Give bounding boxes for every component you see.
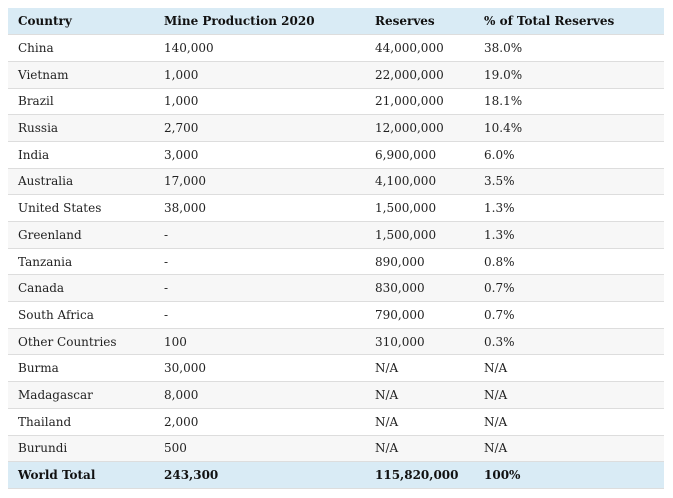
production-cell: - [154, 274, 365, 303]
production-cell: 38,000 [154, 194, 365, 222]
header-production: Mine Production 2020 [154, 8, 365, 36]
reserves-cell: 22,000,000 [365, 61, 474, 89]
percent-cell: 1.3% [474, 194, 664, 222]
table-row: Burundi 500 N/A N/A [8, 435, 664, 463]
percent-cell: 18.1% [474, 88, 664, 116]
percent-cell: 1.3% [474, 221, 664, 249]
percent-cell: 19.0% [474, 61, 664, 89]
production-cell: - [154, 248, 365, 276]
country-cell: Burundi [8, 435, 154, 463]
table-row: Greenland -1,500,000 1.3% [8, 221, 664, 249]
table-row: Vietnam 1,000 22,000,000 19.0% [8, 61, 664, 89]
production-cell: 3,000 [154, 141, 365, 169]
percent-cell: N/A [474, 408, 664, 436]
country-cell: Madagascar [8, 381, 154, 409]
table-row: Thailand 2,000 N/A N/A [8, 408, 664, 436]
production-cell: 1,000 [154, 88, 365, 116]
table-row: Burma 30,000 N/A N/A [8, 354, 664, 383]
reserves-cell: N/A [365, 381, 474, 409]
reserves-cell: N/A [365, 354, 474, 383]
total-label: World Total [8, 461, 154, 489]
header-country: Country [8, 8, 154, 36]
production-cell: 500 [154, 435, 365, 463]
production-cell: 8,000 [154, 381, 365, 409]
percent-cell: 6.0% [474, 141, 664, 169]
country-cell: Greenland [8, 221, 154, 249]
country-cell: Russia [8, 114, 154, 142]
reserves-cell: 1,500,000 [365, 194, 474, 222]
country-cell: Other Countries [8, 328, 154, 356]
reserves-cell: N/A [365, 408, 474, 436]
percent-cell: N/A [474, 381, 664, 409]
table-row: Brazil 1,000 21,000,000 18.1% [8, 88, 664, 116]
production-cell: 1,000 [154, 61, 365, 89]
percent-cell: 38.0% [474, 34, 664, 62]
table-row: Canada -830,000 0.7% [8, 274, 664, 303]
country-cell: China [8, 34, 154, 62]
production-cell: - [154, 301, 365, 329]
country-cell: Thailand [8, 408, 154, 436]
production-cell: 30,000 [154, 354, 365, 383]
table-row: China 140,000 44,000,000 38.0% [8, 34, 664, 62]
reserves-cell: 12,000,000 [365, 114, 474, 142]
table-row: Other Countries 100 310,000 0.3% [8, 328, 664, 356]
total-reserves: 115,820,000 [365, 461, 474, 489]
country-cell: Vietnam [8, 61, 154, 89]
production-cell: 140,000 [154, 34, 365, 62]
percent-cell: 3.5% [474, 168, 664, 196]
reserves-cell: 310,000 [365, 328, 474, 356]
percent-cell: 0.7% [474, 274, 664, 303]
table-row: Tanzania -890,000 0.8% [8, 248, 664, 276]
percent-cell: N/A [474, 354, 664, 383]
reserves-cell: 6,900,000 [365, 141, 474, 169]
country-cell: India [8, 141, 154, 169]
reserves-cell: N/A [365, 435, 474, 463]
header-reserves: Reserves [365, 8, 474, 36]
header-percent: % of Total Reserves [474, 8, 664, 36]
table-row: United States 38,000 1,500,000 1.3% [8, 194, 664, 222]
reserves-table: Country Mine Production 2020 Reserves % … [8, 8, 664, 489]
table-row: Australia 17,000 4,100,000 3.5% [8, 168, 664, 196]
country-cell: United States [8, 194, 154, 222]
total-percent: 100% [474, 461, 664, 489]
country-cell: Tanzania [8, 248, 154, 276]
reserves-cell: 44,000,000 [365, 34, 474, 62]
percent-cell: 10.4% [474, 114, 664, 142]
production-cell: 100 [154, 328, 365, 356]
production-cell: 2,700 [154, 114, 365, 142]
table-row: South Africa -790,000 0.7% [8, 301, 664, 329]
total-production: 243,300 [154, 461, 365, 489]
percent-cell: 0.3% [474, 328, 664, 356]
table-row: Russia 2,700 12,000,000 10.4% [8, 114, 664, 142]
total-row: World Total 243,300 115,820,000 100% [8, 461, 664, 489]
country-cell: Brazil [8, 88, 154, 116]
reserves-cell: 830,000 [365, 274, 474, 303]
percent-cell: 0.7% [474, 301, 664, 329]
table-row: Madagascar 8,000 N/A N/A [8, 381, 664, 409]
country-cell: Canada [8, 274, 154, 303]
table-row: India 3,000 6,900,000 6.0% [8, 141, 664, 169]
country-cell: Burma [8, 354, 154, 383]
reserves-cell: 890,000 [365, 248, 474, 276]
country-cell: Australia [8, 168, 154, 196]
production-cell: 2,000 [154, 408, 365, 436]
reserves-cell: 790,000 [365, 301, 474, 329]
country-cell: South Africa [8, 301, 154, 329]
reserves-cell: 4,100,000 [365, 168, 474, 196]
percent-cell: N/A [474, 435, 664, 463]
production-cell: 17,000 [154, 168, 365, 196]
percent-cell: 0.8% [474, 248, 664, 276]
header-row: Country Mine Production 2020 Reserves % … [8, 8, 664, 36]
production-cell: - [154, 221, 365, 249]
reserves-cell: 21,000,000 [365, 88, 474, 116]
reserves-cell: 1,500,000 [365, 221, 474, 249]
